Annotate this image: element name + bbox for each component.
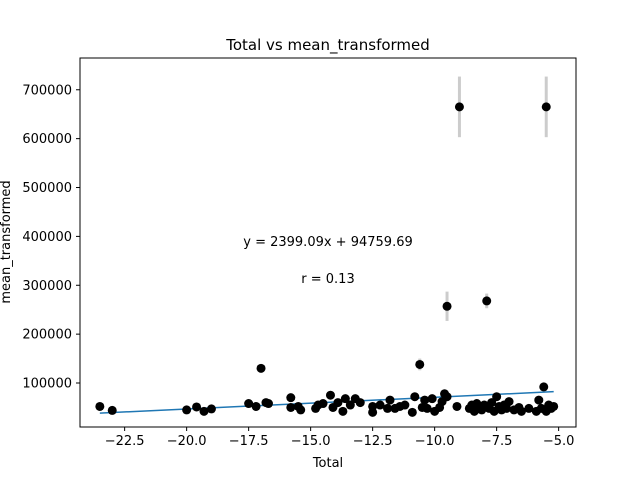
data-point: [410, 392, 420, 402]
y-axis-ticks: 100000 200000 300000 400000 500000 600000 7000…: [22, 83, 80, 392]
data-point: [504, 397, 514, 407]
data-point: [422, 403, 432, 413]
data-point: [325, 390, 335, 400]
data-point: [415, 359, 425, 369]
data-point: [182, 405, 192, 415]
data-point: [375, 400, 385, 410]
data-point: [452, 401, 462, 411]
y-tick-label: 400000: [22, 230, 72, 245]
data-point: [244, 399, 254, 409]
data-point: [539, 382, 549, 392]
x-tick-label: −10.0: [415, 434, 455, 449]
data-point: [263, 399, 273, 409]
plot-frame: [79, 57, 577, 428]
data-point: [296, 405, 306, 415]
y-tick-label: 500000: [22, 181, 72, 196]
data-point: [340, 394, 350, 404]
data-point: [524, 403, 534, 413]
data-point: [286, 393, 296, 403]
data-point: [355, 398, 365, 408]
x-tick-label: −15.0: [291, 434, 331, 449]
data-point: [427, 394, 437, 404]
data-point: [534, 395, 544, 405]
y-tick-label: 600000: [22, 132, 72, 147]
data-point: [407, 407, 417, 417]
x-tick-label: −22.5: [105, 434, 145, 449]
x-tick-label: −7.5: [481, 434, 513, 449]
data-point: [442, 392, 452, 402]
data-point: [502, 403, 512, 413]
x-tick-label: −20.0: [167, 434, 207, 449]
error-bars: [259, 76, 548, 371]
data-point: [107, 405, 117, 415]
data-point: [400, 400, 410, 410]
y-tick-label: 700000: [22, 83, 72, 98]
data-point: [286, 402, 296, 412]
data-point: [442, 301, 452, 311]
data-point: [368, 407, 378, 417]
x-axis-ticks: −22.5 −20.0 −17.5 −15.0 −12.5 −10.0 −7.5 −5.0: [105, 427, 575, 449]
data-point: [487, 398, 497, 408]
data-point: [256, 363, 266, 373]
data-point: [338, 406, 348, 416]
chart-title: Total vs mean_transformed: [225, 36, 430, 55]
x-tick-label: −12.5: [353, 434, 393, 449]
correlation-label: r = 0.13: [301, 272, 354, 287]
y-tick-label: 300000: [22, 279, 72, 294]
data-point: [420, 395, 430, 405]
x-axis-label: Total: [312, 456, 343, 471]
data-point: [492, 392, 502, 402]
data-point: [549, 401, 559, 411]
data-point: [516, 406, 526, 416]
data-point: [333, 398, 343, 408]
data-point: [482, 296, 492, 306]
data-point: [541, 102, 551, 112]
data-point: [454, 102, 464, 112]
data-point: [318, 399, 328, 409]
data-point: [199, 406, 209, 416]
data-point: [345, 400, 355, 410]
data-point: [206, 404, 216, 414]
data-point: [251, 401, 261, 411]
data-point: [95, 401, 105, 411]
data-points: [95, 102, 559, 417]
fit-equation-label: y = 2399.09x + 94759.69: [243, 235, 413, 250]
data-point: [383, 403, 393, 413]
data-point: [192, 402, 202, 412]
data-point: [385, 395, 395, 405]
y-tick-label: 200000: [22, 328, 72, 343]
x-tick-label: −5.0: [543, 434, 575, 449]
y-tick-label: 100000: [22, 377, 72, 392]
x-tick-label: −17.5: [229, 434, 269, 449]
y-axis-label: mean_transformed: [0, 180, 14, 303]
